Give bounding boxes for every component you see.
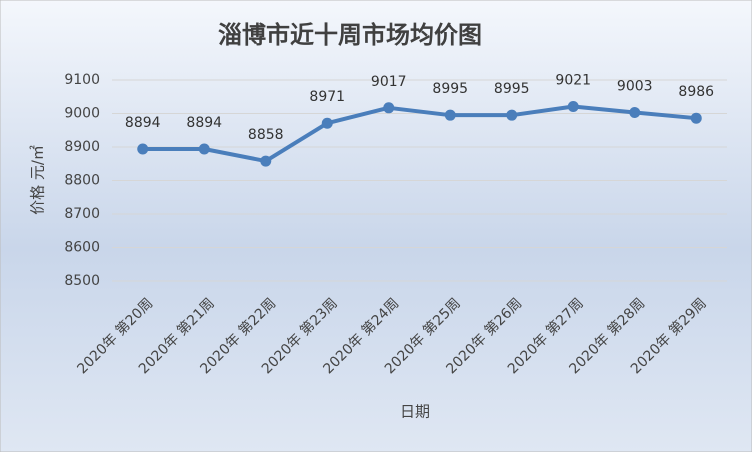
y-tick-label: 8700: [64, 206, 100, 222]
data-label: 9003: [617, 78, 653, 94]
y-tick-label: 8500: [64, 273, 100, 289]
data-label: 9017: [371, 74, 407, 90]
y-axis-label: 价格 元/㎡: [29, 145, 47, 215]
data-label: 8995: [432, 81, 468, 97]
point: [137, 143, 149, 155]
point: [629, 106, 641, 118]
point: [260, 155, 272, 167]
data-label: 8894: [125, 115, 161, 131]
data-label: 9021: [555, 72, 591, 88]
y-tick-label: 8800: [64, 173, 100, 189]
point: [198, 143, 210, 155]
data-label: 8971: [309, 89, 345, 105]
y-tick-label: 9100: [64, 72, 100, 88]
point: [444, 109, 456, 121]
chart-title: 淄博市近十周市场均价图: [218, 21, 482, 49]
data-label: 8995: [494, 81, 530, 97]
y-tick-label: 8600: [64, 240, 100, 256]
x-axis-label: 日期: [400, 403, 430, 421]
point: [506, 109, 518, 121]
point: [321, 117, 333, 129]
data-label: 8858: [248, 127, 284, 143]
point: [383, 102, 395, 114]
y-tick-label: 8900: [64, 139, 100, 155]
point: [690, 112, 702, 124]
data-label: 8894: [186, 115, 222, 131]
point: [567, 100, 579, 112]
y-tick-label: 9000: [64, 106, 100, 122]
data-label: 8986: [678, 84, 714, 100]
line: [142, 104, 697, 164]
